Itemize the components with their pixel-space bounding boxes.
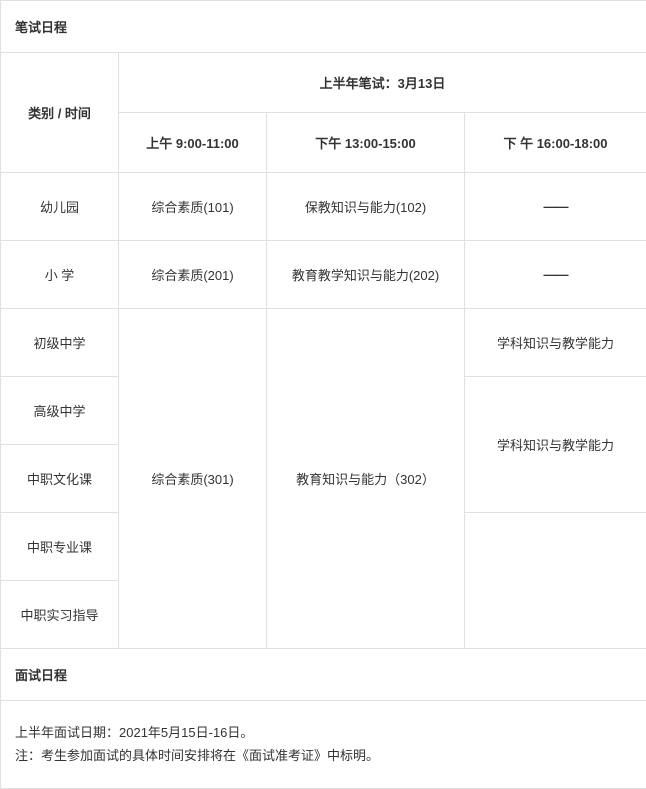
interview-section-header-row: 面试日程: [1, 649, 646, 701]
cat-voc-intern: 中职实习指导: [1, 581, 119, 649]
cat-voc-pro: 中职专业课: [1, 513, 119, 581]
senior-voc-pm2: 学科知识与教学能力: [465, 377, 646, 513]
interview-note-cell: 上半年面试日期：2021年5月15日-16日。 注：考生参加面试的具体时间安排将…: [1, 701, 646, 789]
written-section-header-row: 笔试日程: [1, 1, 646, 53]
interview-line1: 上半年面试日期：2021年5月15日-16日。: [15, 721, 632, 744]
exam-date-header: 上半年笔试：3月13日: [119, 53, 646, 113]
cat-senior: 高级中学: [1, 377, 119, 445]
kindergarten-pm2: ——: [465, 173, 646, 241]
kindergarten-pm1: 保教知识与能力(102): [267, 173, 465, 241]
timeslot-pm1: 下午 13:00-15:00: [267, 113, 465, 173]
cat-voc-culture: 中职文化课: [1, 445, 119, 513]
interview-line2: 注：考生参加面试的具体时间安排将在《面试准考证》中标明。: [15, 744, 632, 767]
header-row-1: 类别 / 时间 上半年笔试：3月13日: [1, 53, 646, 113]
interview-section-title: 面试日程: [1, 649, 646, 701]
kindergarten-am: 综合素质(101): [119, 173, 267, 241]
timeslot-am: 上午 9:00-11:00: [119, 113, 267, 173]
written-section-title: 笔试日程: [1, 1, 646, 53]
primary-pm2: ——: [465, 241, 646, 309]
cat-kindergarten: 幼儿园: [1, 173, 119, 241]
cat-junior: 初级中学: [1, 309, 119, 377]
interview-note-row: 上半年面试日期：2021年5月15日-16日。 注：考生参加面试的具体时间安排将…: [1, 701, 646, 789]
junior-pm2: 学科知识与教学能力: [465, 309, 646, 377]
merged-301-am: 综合素质(301): [119, 309, 267, 649]
row-junior: 初级中学 综合素质(301) 教育知识与能力（302） 学科知识与教学能力: [1, 309, 646, 377]
merged-302-pm1: 教育知识与能力（302）: [267, 309, 465, 649]
row-primary: 小 学 综合素质(201) 教育教学知识与能力(202) ——: [1, 241, 646, 309]
primary-pm1: 教育教学知识与能力(202): [267, 241, 465, 309]
cat-primary: 小 学: [1, 241, 119, 309]
primary-am: 综合素质(201): [119, 241, 267, 309]
exam-schedule-table: 笔试日程 类别 / 时间 上半年笔试：3月13日 上午 9:00-11:00 下…: [0, 0, 646, 789]
category-time-header: 类别 / 时间: [1, 53, 119, 173]
voc-pro-intern-pm2: [465, 513, 646, 649]
timeslot-pm2: 下 午 16:00-18:00: [465, 113, 646, 173]
row-kindergarten: 幼儿园 综合素质(101) 保教知识与能力(102) ——: [1, 173, 646, 241]
